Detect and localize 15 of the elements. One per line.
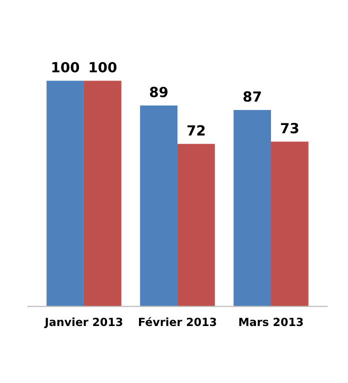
bar — [271, 142, 308, 306]
x-tick-label: Février 2013 — [138, 317, 216, 326]
bar — [46, 80, 84, 306]
bar — [140, 106, 178, 306]
bar — [234, 110, 272, 306]
data-label: 100 — [90, 62, 116, 72]
data-label: 89 — [150, 86, 168, 98]
bar — [177, 144, 215, 306]
data-label: 73 — [280, 122, 298, 134]
bar — [84, 80, 122, 306]
data-label: 87 — [243, 91, 261, 102]
data-label: 100 — [52, 62, 80, 72]
x-tick-label: Mars 2013 — [239, 318, 303, 326]
data-label: 72 — [187, 125, 205, 136]
x-tick-label: Janvier 2013 — [44, 318, 122, 328]
